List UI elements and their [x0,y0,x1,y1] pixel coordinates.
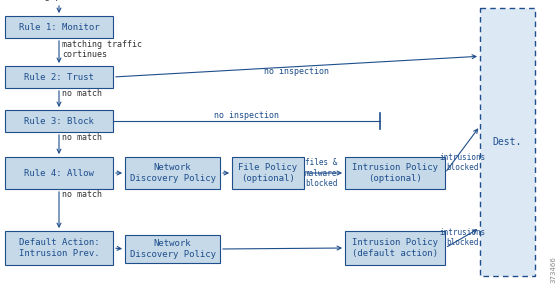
Text: no inspection: no inspection [214,111,279,120]
Text: files &
malware
blocked: files & malware blocked [305,158,337,188]
FancyBboxPatch shape [5,16,113,38]
Text: intrusions
blocked: intrusions blocked [440,228,486,247]
Text: Rule 3: Block: Rule 3: Block [24,117,94,125]
Text: no match: no match [62,190,102,199]
FancyBboxPatch shape [345,231,445,265]
FancyBboxPatch shape [232,157,304,189]
Text: Intrusion Policy
(default action): Intrusion Policy (default action) [352,238,438,258]
Text: matching traffic
cortinues: matching traffic cortinues [62,40,142,59]
Text: Intrusion Policy
(optional): Intrusion Policy (optional) [352,163,438,183]
Text: Rule 1: Monitor: Rule 1: Monitor [18,22,99,32]
Text: Dest.: Dest. [493,137,522,147]
FancyBboxPatch shape [5,66,113,88]
Text: Rule 2: Trust: Rule 2: Trust [24,73,94,82]
Text: Rule 4: Allow: Rule 4: Allow [24,168,94,177]
FancyBboxPatch shape [5,110,113,132]
FancyBboxPatch shape [480,8,535,276]
FancyBboxPatch shape [5,157,113,189]
Text: no inspection: no inspection [264,67,329,76]
Text: Network
Discovery Policy: Network Discovery Policy [129,239,216,259]
FancyBboxPatch shape [5,231,113,265]
Text: 373466: 373466 [550,256,556,283]
Text: incoming packet: incoming packet [7,0,87,1]
FancyBboxPatch shape [345,157,445,189]
FancyBboxPatch shape [125,235,220,263]
Text: File Policy
(optional): File Policy (optional) [239,163,297,183]
FancyBboxPatch shape [125,157,220,189]
Text: Network
Discovery Policy: Network Discovery Policy [129,163,216,183]
Text: intrusions
blocked: intrusions blocked [440,153,486,172]
Text: no match: no match [62,89,102,98]
Text: no match: no match [62,133,102,142]
Text: Default Action:
Intrusion Prev.: Default Action: Intrusion Prev. [18,238,99,258]
